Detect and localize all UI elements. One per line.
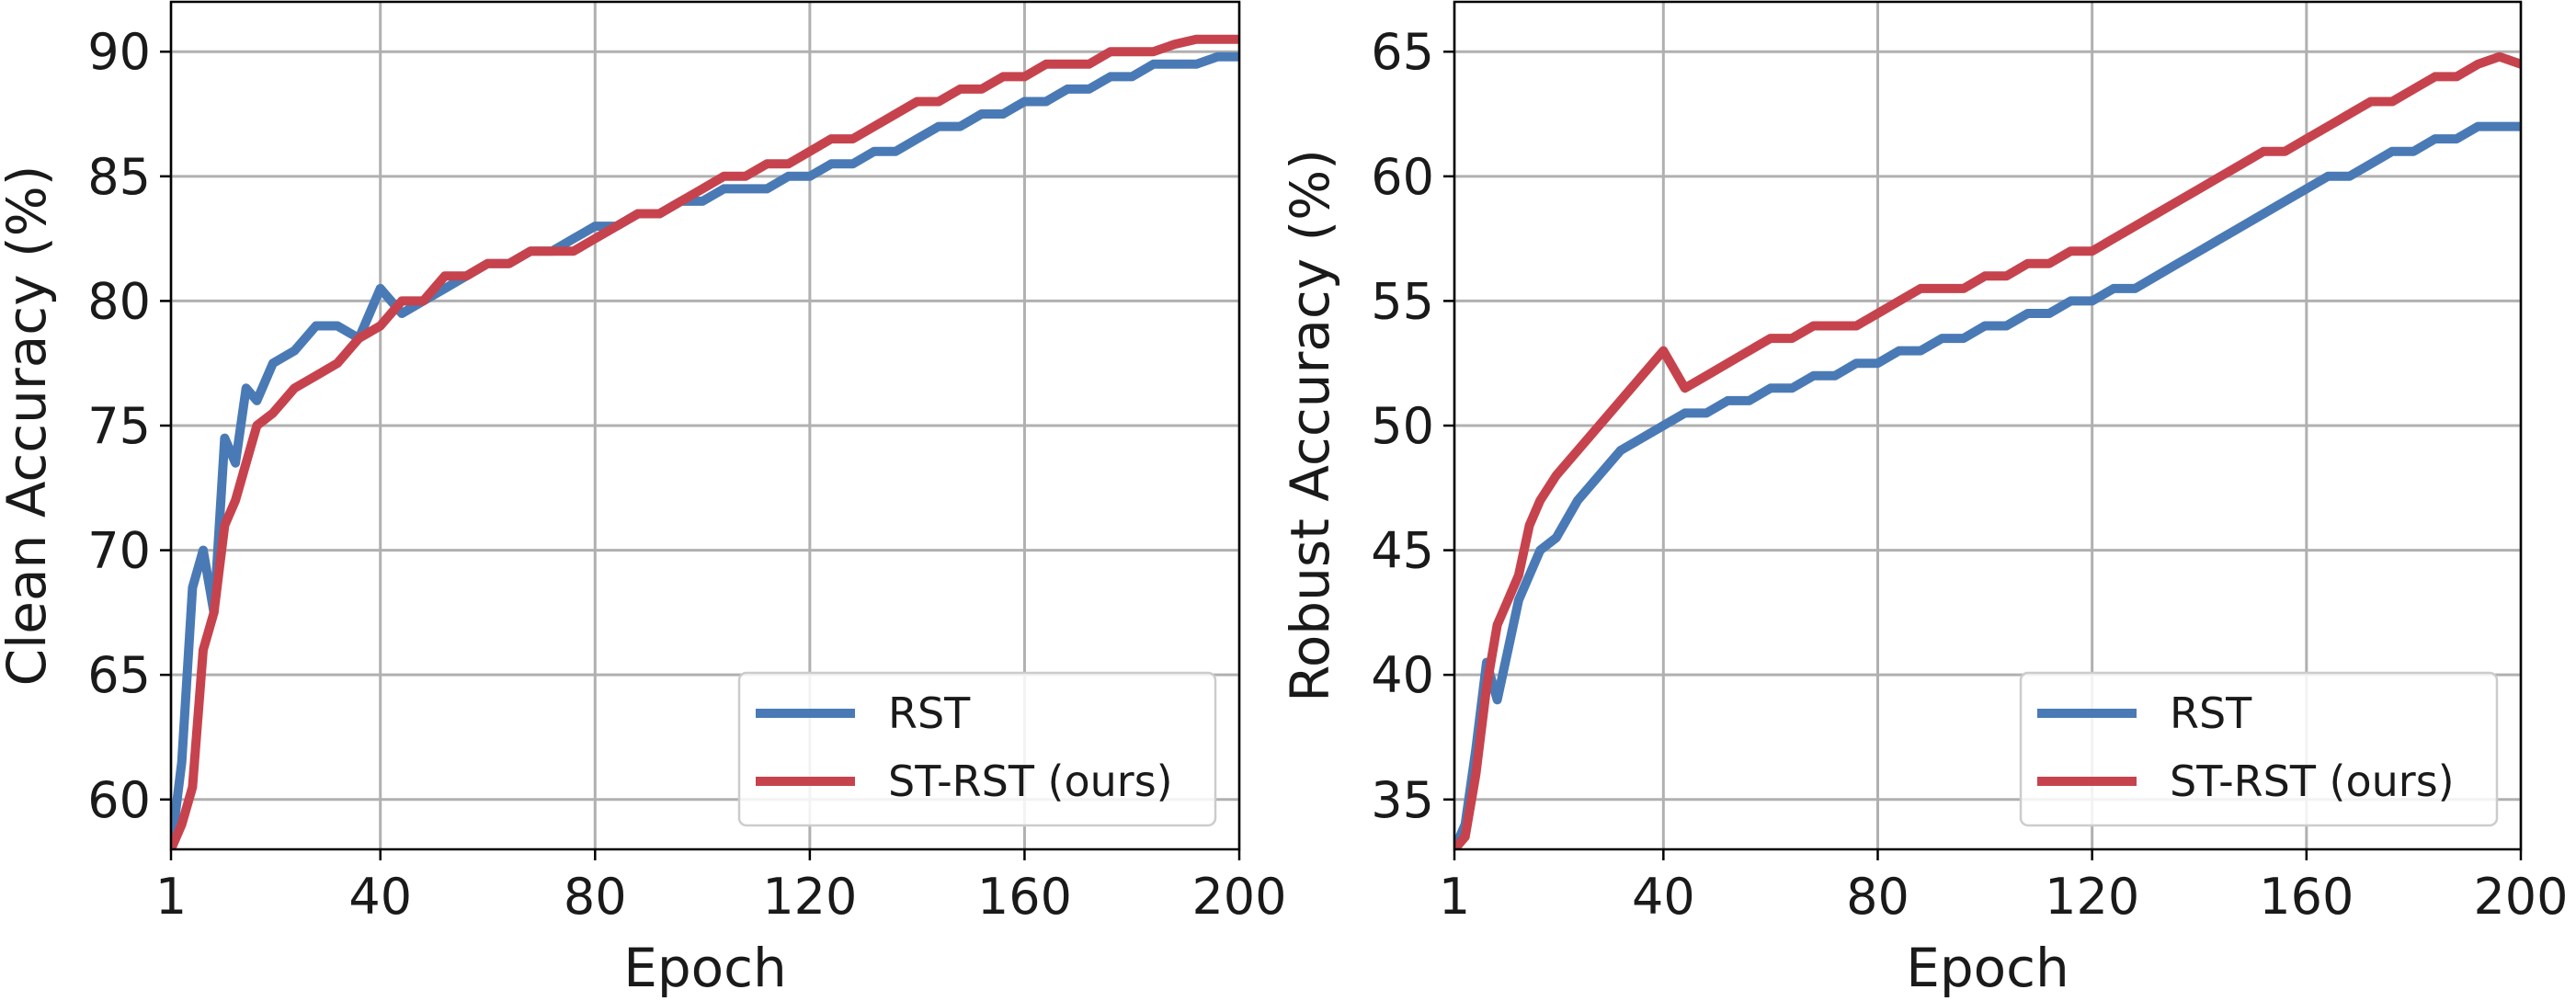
x-tick-label: 1 [1439,868,1470,926]
series-line-st-rst [1454,51,2521,849]
legend-box [2019,671,2499,827]
y-tick-label: 75 [87,397,151,455]
y-axis-title: Robust Accuracy (%) [1279,149,1341,702]
y-tick-label: 80 [87,272,151,330]
y-tick-label: 55 [1371,272,1434,330]
y-tick-label: 65 [1371,23,1434,81]
series-line-st-rst [171,34,1239,849]
legend-label: RST [2170,688,2252,738]
y-tick-label: 60 [87,771,151,829]
x-axis-title: Epoch [1906,937,2069,999]
y-axis-title: Clean Accuracy (%) [0,165,58,687]
x-tick-label: 160 [2259,868,2354,926]
plot-area [1454,51,2521,849]
y-tick-label: 50 [1371,397,1434,455]
x-tick-label: 40 [348,868,412,926]
y-tick-label: 45 [1371,522,1434,580]
legend: RST ST-RST (ours) [2019,671,2499,827]
x-axis-title: Epoch [623,937,787,999]
x-tick-label: 120 [762,868,857,926]
legend-label: ST-RST (ours) [888,756,1173,806]
x-tick-label: 200 [1191,868,1286,926]
legend-label: ST-RST (ours) [2170,756,2455,806]
y-tick-label: 70 [87,522,151,580]
chart-panel-1: 1 40 80 120 160 200 60 65 70 75 80 85 90 Epoch Clean A… [0,0,1287,999]
legend-box [737,671,1217,827]
y-tick-label: 85 [87,148,151,206]
x-tick-label: 40 [1632,868,1695,926]
x-tick-label: 1 [155,868,187,926]
x-tick-label: 80 [564,868,627,926]
y-tick-label: 60 [1371,148,1434,206]
x-tick-label: 120 [2045,868,2139,926]
legend: RST ST-RST (ours) [737,671,1217,827]
y-tick-label: 35 [1371,771,1434,829]
y-tick-label: 65 [87,646,151,704]
x-tick-label: 80 [1846,868,1909,926]
x-tick-label: 160 [977,868,1072,926]
chart-panel-2: 1 40 80 120 160 200 35 40 45 50 55 60 65 Epoch Robust … [1279,0,2569,999]
x-tick-label: 200 [2473,868,2568,926]
legend-label: RST [888,688,971,738]
y-tick-label: 40 [1371,646,1434,704]
series-line-rst [1454,121,2521,849]
y-tick-label: 90 [87,23,151,81]
plot-area [171,34,1239,849]
